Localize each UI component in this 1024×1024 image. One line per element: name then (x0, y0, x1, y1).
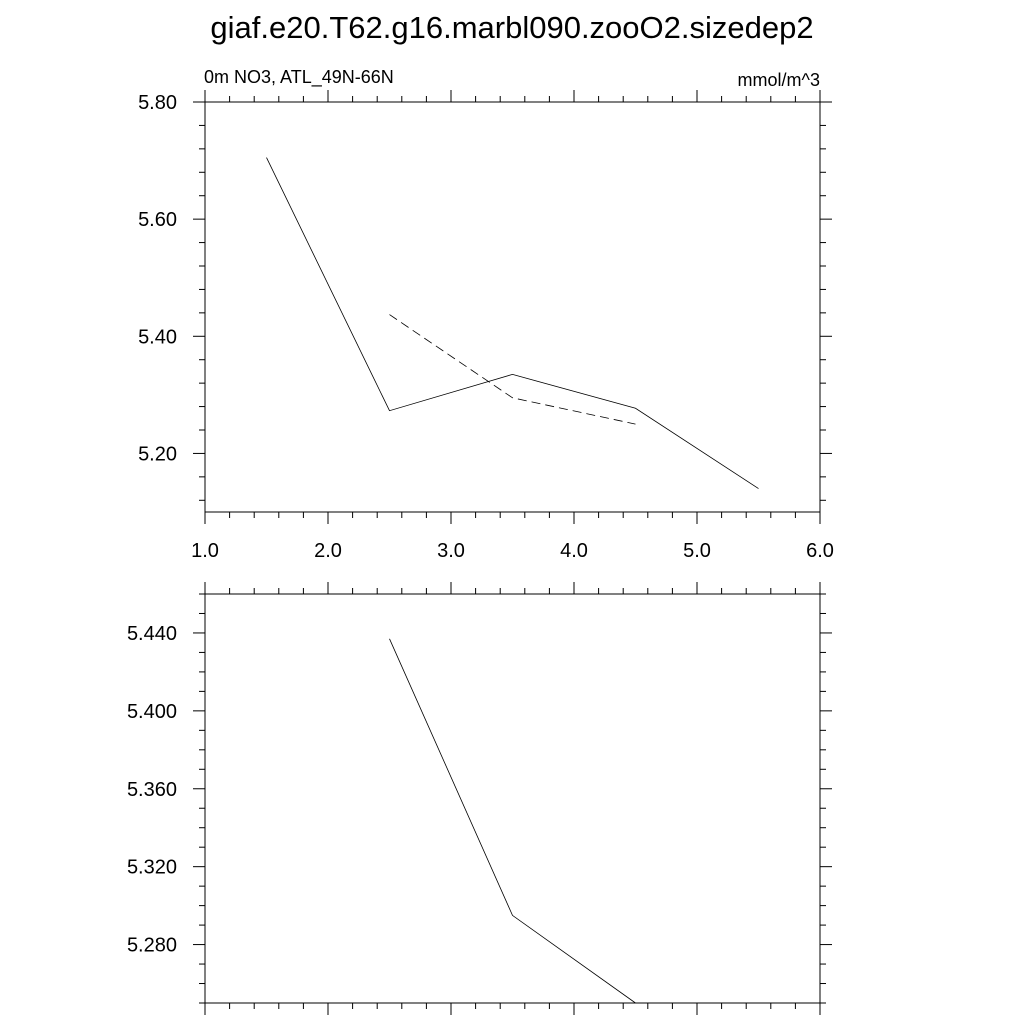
panel-1-left-label: 0m NO3, ATL_49N-66N (204, 67, 394, 88)
panel-2-y-tick-label: 5.280 (127, 935, 177, 957)
panel-1-x-tick-label: 3.0 (437, 540, 465, 562)
panel-2-plot: 5.280 5.320 5.360 5.400 5.440 (127, 582, 832, 1015)
panel-1-y-tick-label: 5.80 (138, 92, 177, 114)
panel-1-x-tick-label: 4.0 (560, 540, 588, 562)
panel-2-y-tick-label: 5.320 (127, 857, 177, 879)
panel-1-frame (204, 101, 821, 513)
panel-1-y-tick-label: 5.60 (138, 209, 177, 231)
panel-1-x-tick-label: 1.0 (191, 540, 219, 562)
panel-1-right-label: mmol/m^3 (738, 70, 820, 90)
panel-1-x-tick-label: 5.0 (683, 540, 711, 562)
panel-2-y-tick-label: 5.400 (127, 701, 177, 723)
figure-title: giaf.e20.T62.g16.marbl090.zooO2.sizedep2 (210, 10, 813, 45)
panel-1-x-tick-label: 2.0 (314, 540, 342, 562)
panel-2-series-1-line (389, 638, 636, 1004)
panel-1-y-tick-label: 5.40 (138, 326, 177, 348)
panel-1-series-2-line (389, 314, 636, 425)
panel-2-y-tick-label: 5.440 (127, 623, 177, 645)
panel-1-series-1-line (266, 157, 759, 489)
panel-1-x-tick-label: 6.0 (806, 540, 834, 562)
panel-2-y-tick-label: 5.360 (127, 779, 177, 801)
panel-1-y-tick-label: 5.20 (138, 443, 177, 465)
panel-2-frame (204, 593, 821, 1004)
panel-1-plot: 1.0 2.0 3.0 4.0 5.0 6.0 5.20 5.40 5.60 5.80 (138, 90, 834, 562)
